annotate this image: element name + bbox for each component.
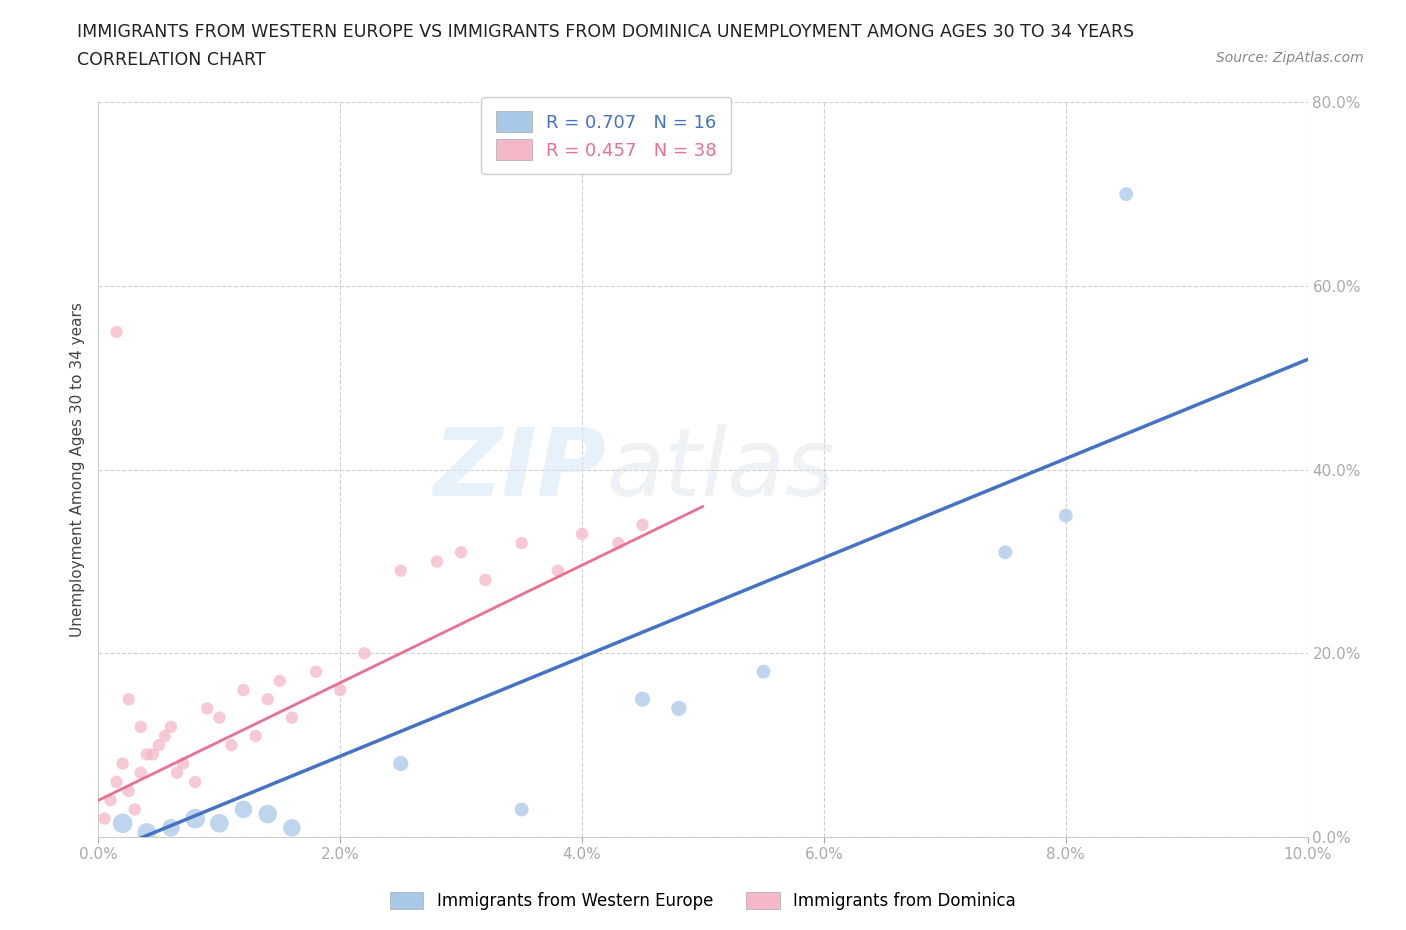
Point (607, 536, 630, 551)
Point (93, 811, 115, 826)
Point (142, 747, 165, 762)
Point (111, 816, 134, 830)
Point (668, 701, 690, 716)
Point (129, 720, 152, 735)
Point (353, 646, 375, 661)
Point (160, 820, 183, 835)
Legend: R = 0.707   N = 16, R = 0.457   N = 38: R = 0.707 N = 16, R = 0.457 N = 38 (481, 97, 731, 175)
Point (631, 517, 654, 532)
Text: Source: ZipAtlas.com: Source: ZipAtlas.com (1216, 51, 1364, 65)
Legend: Immigrants from Western Europe, Immigrants from Dominica: Immigrants from Western Europe, Immigran… (384, 885, 1022, 917)
Point (752, 664, 775, 679)
Point (195, 701, 218, 716)
Point (1054, 508, 1077, 523)
Point (510, 802, 533, 817)
Point (148, 737, 170, 752)
Point (256, 692, 278, 707)
Point (129, 765, 152, 780)
Point (100, 792, 122, 807)
Point (124, 802, 146, 817)
Point (281, 711, 304, 725)
Point (329, 683, 352, 698)
Point (305, 664, 328, 679)
Point (510, 536, 533, 551)
Point (160, 720, 183, 735)
Text: CORRELATION CHART: CORRELATION CHART (77, 51, 266, 69)
Point (232, 802, 254, 817)
Point (547, 564, 569, 578)
Point (135, 825, 157, 840)
Point (389, 564, 412, 578)
Text: ZIP: ZIP (433, 424, 606, 515)
Point (208, 816, 231, 830)
Point (269, 673, 291, 688)
Point (208, 711, 231, 725)
Point (184, 811, 207, 826)
Point (281, 820, 304, 835)
Point (118, 784, 141, 799)
Point (426, 554, 449, 569)
Point (105, 775, 128, 790)
Text: IMMIGRANTS FROM WESTERN EUROPE VS IMMIGRANTS FROM DOMINICA UNEMPLOYMENT AMONG AG: IMMIGRANTS FROM WESTERN EUROPE VS IMMIGR… (77, 23, 1135, 41)
Text: atlas: atlas (606, 424, 835, 515)
Point (135, 747, 157, 762)
Point (184, 775, 207, 790)
Point (245, 728, 267, 743)
Point (153, 728, 176, 743)
Point (256, 806, 278, 821)
Point (474, 573, 496, 588)
Point (221, 737, 243, 752)
Point (631, 692, 654, 707)
Y-axis label: Unemployment Among Ages 30 to 34 years: Unemployment Among Ages 30 to 34 years (69, 302, 84, 637)
Point (232, 683, 254, 698)
Point (105, 325, 128, 339)
Point (111, 756, 134, 771)
Point (994, 545, 1017, 560)
Point (118, 692, 141, 707)
Point (166, 765, 188, 780)
Point (389, 756, 412, 771)
Point (450, 545, 472, 560)
Point (1115, 187, 1137, 202)
Point (172, 756, 194, 771)
Point (571, 526, 593, 541)
